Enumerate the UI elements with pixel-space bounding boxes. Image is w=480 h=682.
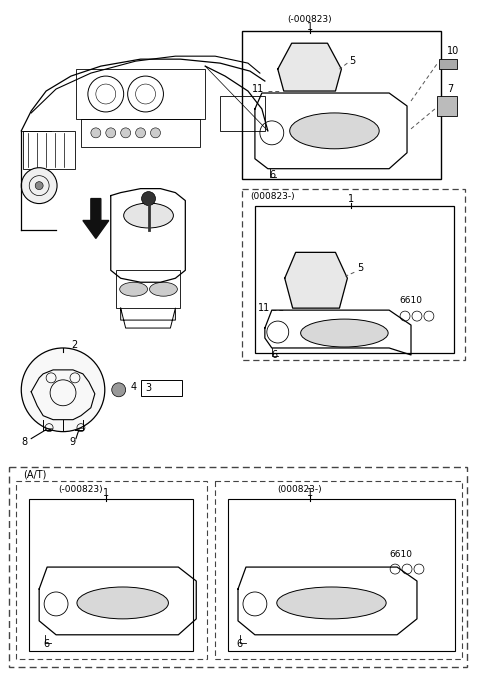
Text: 2: 2 — [71, 340, 77, 350]
Ellipse shape — [124, 203, 173, 228]
Ellipse shape — [300, 319, 388, 347]
Circle shape — [142, 192, 156, 205]
Text: 6610: 6610 — [399, 296, 422, 305]
Text: 8: 8 — [21, 436, 27, 447]
FancyBboxPatch shape — [439, 59, 457, 69]
Circle shape — [91, 128, 101, 138]
Circle shape — [120, 128, 131, 138]
Text: (000823-): (000823-) — [250, 192, 295, 201]
Text: 9: 9 — [69, 436, 75, 447]
Circle shape — [21, 348, 105, 432]
Polygon shape — [285, 252, 348, 308]
Text: 6: 6 — [272, 350, 278, 360]
Text: 11: 11 — [252, 84, 264, 94]
Text: 7: 7 — [447, 84, 453, 94]
Text: 3: 3 — [145, 383, 152, 393]
Text: 1: 1 — [103, 488, 109, 499]
Circle shape — [136, 128, 145, 138]
Circle shape — [151, 128, 160, 138]
Text: 1: 1 — [348, 194, 354, 204]
Polygon shape — [83, 198, 109, 239]
Text: 5: 5 — [349, 56, 356, 66]
Text: 4: 4 — [131, 382, 137, 392]
Text: 1: 1 — [307, 23, 312, 32]
Circle shape — [112, 383, 126, 397]
Polygon shape — [437, 96, 457, 116]
Text: (-000823): (-000823) — [288, 15, 332, 24]
Text: 6610: 6610 — [389, 550, 412, 559]
Ellipse shape — [77, 587, 168, 619]
Circle shape — [106, 128, 116, 138]
Text: (A/T): (A/T) — [23, 469, 47, 479]
Ellipse shape — [290, 113, 379, 149]
Text: 11: 11 — [258, 303, 270, 313]
Text: 6: 6 — [43, 639, 49, 649]
Text: (-000823): (-000823) — [59, 485, 103, 494]
Text: (000823-): (000823-) — [277, 485, 322, 494]
Circle shape — [21, 168, 57, 203]
Text: 5: 5 — [357, 263, 363, 273]
Text: 10: 10 — [447, 46, 459, 56]
Text: 6: 6 — [236, 639, 242, 649]
Text: 1: 1 — [307, 488, 312, 499]
Ellipse shape — [150, 282, 178, 296]
Ellipse shape — [120, 282, 147, 296]
Text: 6: 6 — [270, 170, 276, 179]
Polygon shape — [278, 43, 341, 91]
Circle shape — [35, 181, 43, 190]
Ellipse shape — [277, 587, 386, 619]
